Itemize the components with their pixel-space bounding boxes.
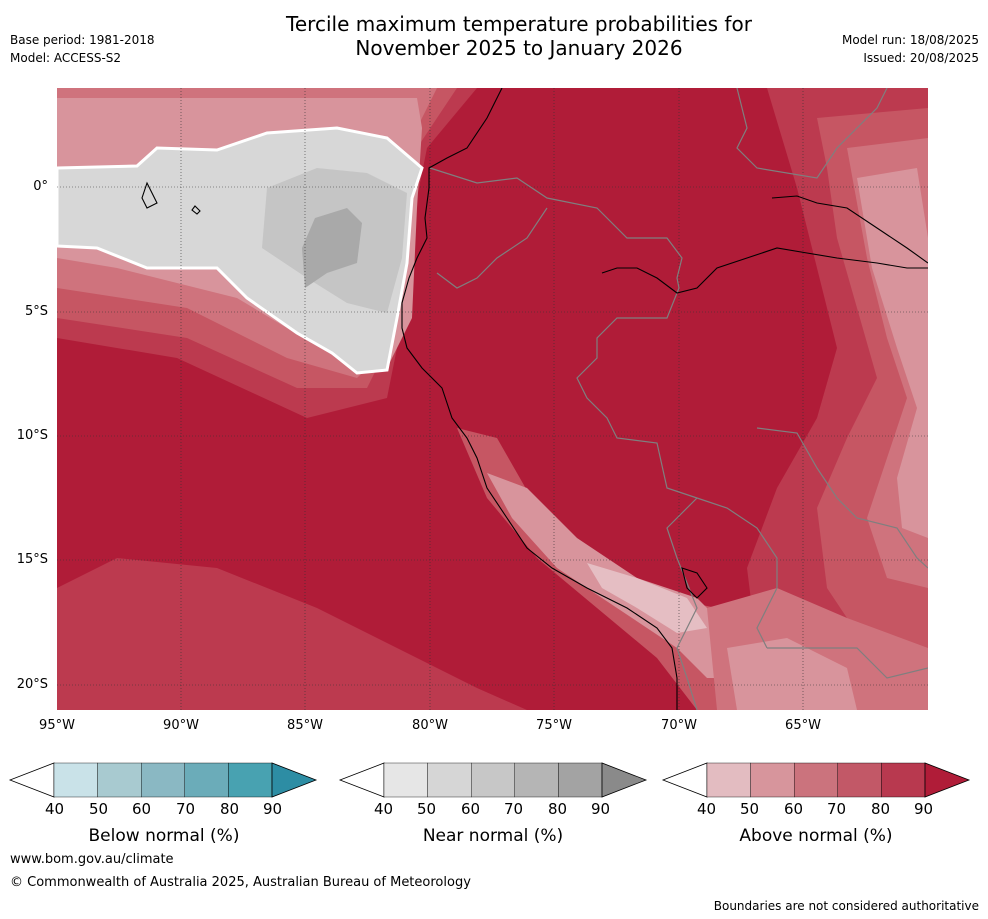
footer-url: www.bom.gov.au/climate — [10, 852, 174, 867]
colorbar-swatch — [558, 762, 603, 798]
map-canvas — [57, 88, 928, 710]
colorbar-near-tick: 80 — [548, 800, 568, 818]
colorbar-near-tick: 60 — [461, 800, 481, 818]
colorbar-high-extend — [601, 762, 648, 798]
colorbar-above-tick: 80 — [871, 800, 891, 818]
lat-label-0: 0° — [33, 179, 48, 194]
chart-title: Tercile maximum temperature probabilitie… — [244, 12, 794, 60]
colorbar-above-tick: 60 — [784, 800, 804, 818]
colorbar-above-tick: 50 — [740, 800, 760, 818]
colorbar-swatch — [97, 762, 142, 798]
model-run-text: Model run: 18/08/2025 — [841, 33, 979, 47]
colorbar-swatch — [53, 762, 98, 798]
coastlines — [141, 88, 928, 710]
colorbar-low-extend — [8, 762, 55, 798]
colorbar-below-tick: 60 — [132, 800, 152, 818]
country-boundaries — [429, 88, 928, 710]
colorbar-near-tick: 90 — [591, 800, 611, 818]
colorbar-near-tick: 70 — [504, 800, 524, 818]
colorbar-near-tick: 40 — [374, 800, 394, 818]
model-text: Model: ACCESS-S2 — [10, 51, 122, 65]
footer-note: Boundaries are not considered authoritat… — [713, 899, 979, 913]
colorbar-swatch — [793, 762, 838, 798]
colorbar-near-label: Near normal (%) — [422, 826, 564, 846]
colorbar-swatch — [228, 762, 273, 798]
colorbar-above-label: Above normal (%) — [739, 826, 893, 846]
colorbar-below-tick: 70 — [176, 800, 196, 818]
lat-label-15s: 15°S — [16, 552, 48, 567]
colorbar-above-tick: 40 — [697, 800, 717, 818]
field-above-40-andes — [587, 563, 707, 633]
title-line-1: Tercile maximum temperature probabilitie… — [286, 12, 752, 36]
colorbar-swatch — [184, 762, 229, 798]
colorbar-below-label: Below normal (%) — [88, 826, 240, 846]
colorbar-swatch — [140, 762, 185, 798]
lat-label-5s: 5°S — [24, 304, 48, 319]
colorbar-above-tick: 90 — [914, 800, 934, 818]
lat-label-20s: 20°S — [16, 677, 48, 692]
colorbar-high-extend — [924, 762, 971, 798]
colorbar-below-swatches — [8, 762, 318, 798]
colorbar-near-ticks: 40 50 60 70 80 90 — [340, 800, 646, 820]
lat-label-10s: 10°S — [16, 428, 48, 443]
colorbar-swatch — [750, 762, 795, 798]
probability-map — [57, 88, 928, 710]
lon-label-75w: 75°W — [536, 718, 572, 733]
lon-label-85w: 85°W — [287, 718, 323, 733]
lon-label-65w: 65°W — [785, 718, 821, 733]
field-above-80-south — [57, 558, 527, 710]
field-above-50-east — [857, 168, 928, 538]
colorbar-low-extend — [661, 762, 708, 798]
title-line-2: November 2025 to January 2026 — [355, 36, 683, 60]
meta-right: Model run: 18/08/2025 Issued: 20/08/2025 — [842, 31, 979, 67]
lon-label-90w: 90°W — [163, 718, 199, 733]
issued-text: Issued: 20/08/2025 — [863, 51, 979, 65]
colorbar-swatch — [881, 762, 926, 798]
colorbar-below-ticks: 40 50 60 70 80 90 — [10, 800, 318, 820]
colorbar-below-tick: 90 — [263, 800, 283, 818]
field-above-50-southeast — [727, 638, 857, 710]
colorbar-below-normal: 40 50 60 70 80 90 Below normal (%) — [8, 762, 318, 846]
colorbar-below-tick: 40 — [45, 800, 65, 818]
colorbar-below-tick: 50 — [89, 800, 109, 818]
colorbar-swatch — [706, 762, 751, 798]
lon-label-80w: 80°W — [412, 718, 448, 733]
graticule — [57, 88, 928, 710]
colorbar-low-extend — [338, 762, 385, 798]
lon-label-95w: 95°W — [39, 718, 75, 733]
colorbar-swatch — [837, 762, 882, 798]
colorbar-high-extend — [271, 762, 318, 798]
base-period-text: Base period: 1981-2018 — [10, 33, 155, 47]
footer-copyright: © Commonwealth of Australia 2025, Austra… — [10, 875, 471, 890]
colorbar-swatch — [427, 762, 472, 798]
colorbar-near-normal: 40 50 60 70 80 90 Near normal (%) — [338, 762, 648, 846]
colorbar-swatch — [514, 762, 559, 798]
lon-label-70w: 70°W — [661, 718, 697, 733]
colorbar-swatch — [470, 762, 515, 798]
colorbar-below-tick: 80 — [220, 800, 240, 818]
colorbar-swatch — [383, 762, 428, 798]
colorbar-above-tick: 70 — [827, 800, 847, 818]
meta-left: Base period: 1981-2018 Model: ACCESS-S2 — [10, 31, 155, 67]
colorbar-above-normal: 40 50 60 70 80 90 Above normal (%) — [661, 762, 971, 846]
colorbar-near-tick: 50 — [417, 800, 437, 818]
field-near-70 — [302, 208, 362, 288]
colorbar-above-swatches — [661, 762, 971, 798]
colorbar-near-swatches — [338, 762, 648, 798]
colorbar-above-ticks: 40 50 60 70 80 90 — [663, 800, 969, 820]
